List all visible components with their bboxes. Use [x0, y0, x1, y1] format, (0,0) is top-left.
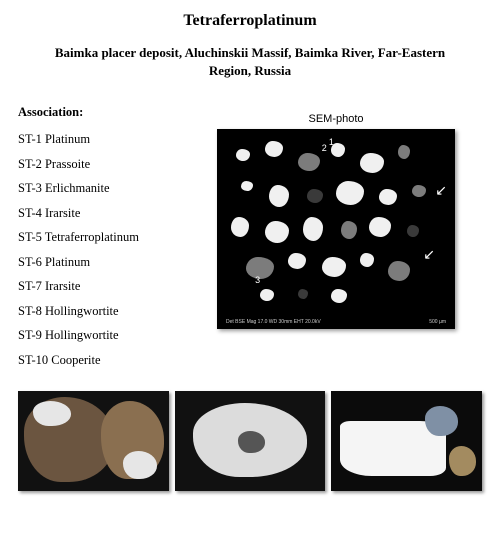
image-column: SEM-photo [190, 105, 482, 329]
sem-label-2: 2 [322, 143, 327, 153]
association-item: ST-6 Platinum [18, 255, 190, 270]
association-item: ST-8 Hollingwortite [18, 304, 190, 319]
sem-info-bar: Det BSE Mag 17.0 WD 30mm EHT 20.0kV500 µ… [223, 316, 449, 327]
association-item: ST-4 Irarsite [18, 206, 190, 221]
sem-caption: SEM-photo [308, 113, 363, 125]
locality-subtitle: Baimka placer deposit, Aluchinskii Massi… [18, 44, 482, 79]
association-item: ST-10 Cooperite [18, 353, 190, 368]
association-item: ST-5 Tetraferroplatinum [18, 230, 190, 245]
association-item: ST-2 Prassoite [18, 157, 190, 172]
thumbnail-row [18, 391, 482, 491]
sem-label-3: 3 [255, 275, 260, 285]
thumbnail-2 [175, 391, 326, 491]
thumbnail-1 [18, 391, 169, 491]
subtitle-line-1: Baimka placer deposit, Aluchinskii Massi… [55, 45, 445, 60]
association-item: ST-3 Erlichmanite [18, 181, 190, 196]
page-title: Tetraferroplatinum [18, 12, 482, 30]
content-row: Association: ST-1 Platinum ST-2 Prassoit… [18, 105, 482, 377]
thumbnail-3 [331, 391, 482, 491]
subtitle-line-2: Region, Russia [209, 63, 291, 78]
association-item: ST-9 Hollingwortite [18, 328, 190, 343]
association-item: ST-1 Platinum [18, 132, 190, 147]
association-column: Association: ST-1 Platinum ST-2 Prassoit… [18, 105, 190, 377]
association-item: ST-7 Irarsite [18, 279, 190, 294]
sem-figure: ↙ ↙ 1 2 3 Det BSE Mag 17.0 WD 30mm EHT 2… [217, 129, 455, 329]
association-heading: Association: [18, 105, 190, 120]
sem-label-1: 1 [329, 137, 334, 147]
